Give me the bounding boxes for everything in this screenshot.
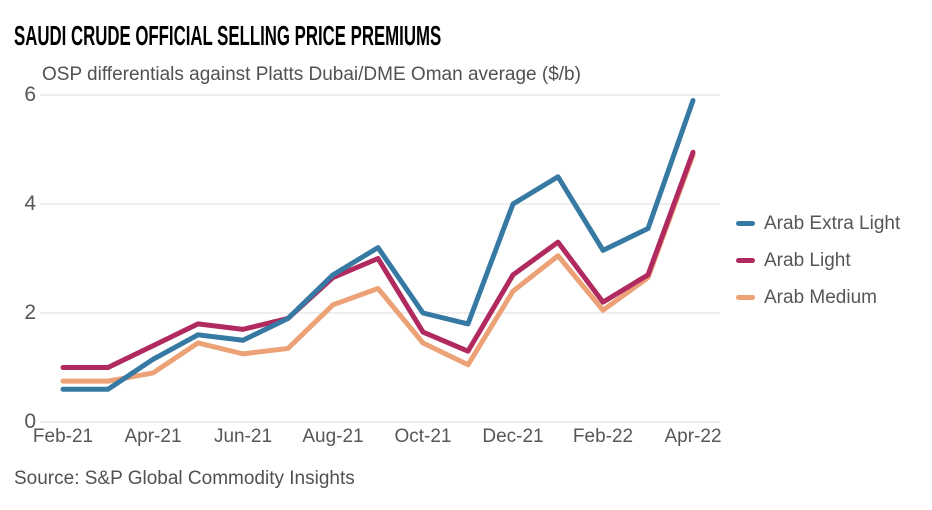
legend-item-arab-medium: Arab Medium [736, 279, 900, 316]
legend-label-arab-light: Arab Light [764, 249, 851, 271]
x-tick-label: Dec-21 [482, 426, 544, 447]
legend: Arab Extra Light Arab Light Arab Medium [736, 205, 900, 316]
x-tick-label: Apr-21 [124, 426, 182, 447]
series-line-arab-extra-light [60, 97, 696, 392]
series-line-arab-light [60, 149, 696, 370]
y-tick-label: 6 [24, 83, 36, 106]
x-tick-label: Apr-22 [664, 426, 722, 447]
series-line-arab-medium [60, 152, 696, 384]
x-tick-label: Jun-21 [213, 426, 273, 447]
legend-swatch-arab-medium-icon [736, 295, 755, 300]
legend-swatch-arab-light-icon [736, 258, 755, 263]
legend-item-arab-extra-light: Arab Extra Light [736, 205, 900, 242]
legend-swatch-arab-extra-light-icon [736, 221, 755, 226]
x-tick-label: Aug-21 [302, 426, 364, 447]
x-tick-label: Feb-22 [572, 426, 634, 447]
y-tick-label: 4 [24, 192, 36, 215]
y-tick-label: 2 [24, 301, 36, 324]
legend-item-arab-light: Arab Light [736, 242, 900, 279]
source-text: Source: S&P Global Commodity Insights [14, 468, 355, 489]
x-tick-label: Oct-21 [394, 426, 452, 447]
legend-label-arab-medium: Arab Medium [764, 286, 877, 308]
chart-subtitle: OSP differentials against Platts Dubai/D… [42, 64, 581, 85]
chart-title: SAUDI CRUDE OFFICIAL SELLING PRICE PREMI… [14, 20, 442, 51]
y-tick-label: 0 [24, 410, 36, 433]
legend-label-arab-extra-light: Arab Extra Light [764, 212, 901, 234]
x-tick-label: Feb-21 [32, 426, 94, 447]
